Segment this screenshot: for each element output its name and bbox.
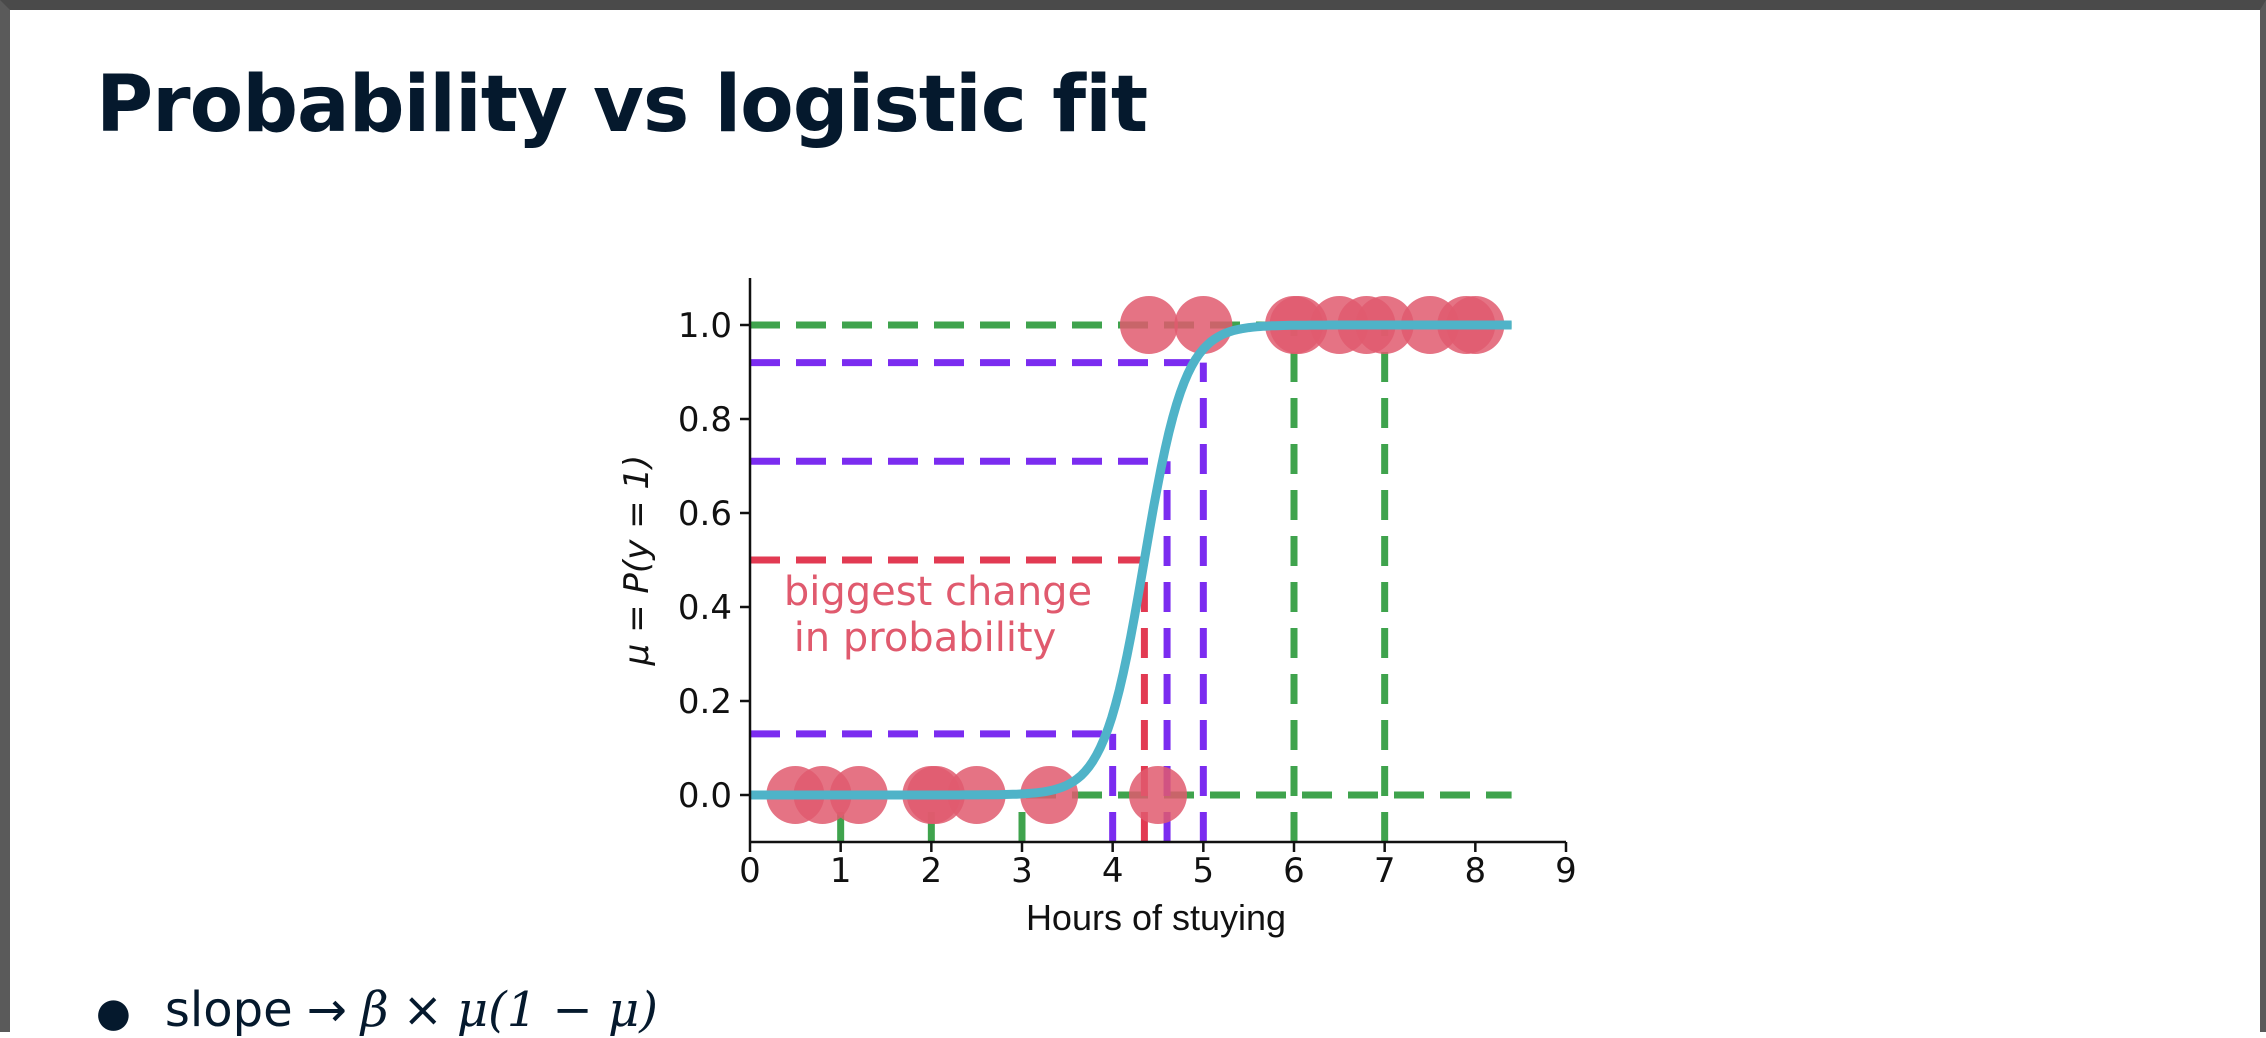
slide-title: Probability vs logistic fit: [96, 60, 1148, 150]
times-symbol: ×: [402, 982, 443, 1038]
x-axis-label: Hours of stuying: [1026, 897, 1286, 938]
y-tick-label: 1.0: [678, 306, 732, 346]
x-tick-label: 7: [1374, 851, 1396, 891]
x-tick-label: 1: [830, 851, 852, 891]
logistic-chart: 0 1 2 3 4 5 6 7 8 9 0.0 0.2 0.4 0.6 0.8 1.0 biggest cha…: [617, 278, 1577, 938]
x-tick-label: 9: [1555, 851, 1577, 891]
annotation-line-2: in probability: [794, 615, 1057, 661]
bullet-dot-icon: ●: [96, 990, 131, 1036]
x-tick-label: 8: [1465, 851, 1487, 891]
mu-expression: μ(1 − μ): [456, 982, 658, 1038]
annotation-line-1: biggest change: [784, 569, 1092, 615]
x-tick-label: 4: [1102, 851, 1124, 891]
x-tick-label: 6: [1283, 851, 1305, 891]
x-tick-label: 3: [1011, 851, 1033, 891]
y-tick-label: 0.8: [678, 400, 732, 440]
logistic-curve: [750, 320, 1512, 800]
y-tick-label: 0.0: [678, 776, 732, 816]
y-axis-label: μ = P(y = 1): [617, 455, 657, 667]
y-tick-label: 0.2: [678, 682, 732, 722]
slope-bullet: ● slope → β × μ(1 − μ): [96, 982, 658, 1038]
y-tick-label: 0.6: [678, 494, 732, 534]
data-point: [1129, 766, 1187, 824]
beta-symbol: β: [360, 982, 389, 1038]
y-tick-label: 0.4: [678, 588, 732, 628]
bullet-word: slope: [164, 982, 293, 1038]
axes: 0 1 2 3 4 5 6 7 8 9 0.0 0.2 0.4 0.6 0.8 1.0: [678, 278, 1577, 891]
x-tick-label: 0: [739, 851, 761, 891]
arrow-symbol: →: [306, 982, 347, 1038]
data-point: [1119, 296, 1178, 354]
x-tick-label: 2: [921, 851, 943, 891]
guide-lines-horizontal: [750, 321, 1512, 799]
x-tick-label: 5: [1193, 851, 1215, 891]
